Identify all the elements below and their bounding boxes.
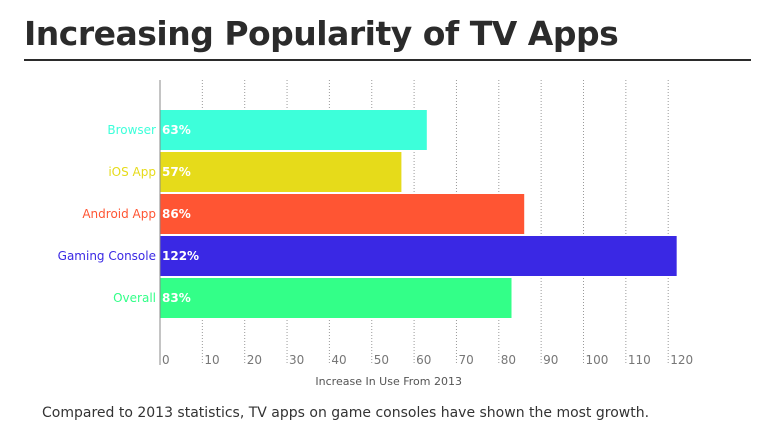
bar-android-app	[160, 194, 525, 234]
x-tick-label: 110	[628, 353, 651, 367]
x-tick-label: 40	[331, 353, 346, 367]
bar-browser	[160, 110, 427, 150]
value-label: 86%	[162, 207, 191, 221]
x-tick-label: 60	[416, 353, 431, 367]
x-tick-label: 70	[458, 353, 473, 367]
x-tick-label: 120	[670, 353, 693, 367]
bar-gaming-console	[160, 236, 677, 276]
x-tick-label: 90	[543, 353, 558, 367]
x-tick-label: 20	[247, 353, 262, 367]
page-title: Increasing Popularity of TV Apps	[24, 14, 619, 53]
value-label: 57%	[162, 165, 191, 179]
x-tick-label: 10	[204, 353, 219, 367]
value-label: 83%	[162, 291, 191, 305]
value-label: 63%	[162, 123, 191, 137]
category-label: Gaming Console	[58, 249, 156, 263]
x-tick-label: 30	[289, 353, 304, 367]
chart-caption: Compared to 2013 statistics, TV apps on …	[42, 405, 650, 421]
title-divider	[24, 59, 751, 61]
category-label: Overall	[113, 291, 156, 305]
value-label: 122%	[162, 249, 199, 263]
x-tick-label: 100	[586, 353, 609, 367]
x-tick-label: 80	[501, 353, 516, 367]
bar-overall	[160, 278, 512, 318]
category-label: iOS App	[108, 165, 156, 179]
bar-chart: Browser 63% iOS App 57% Android App 86% Gaming…	[58, 80, 693, 388]
bar-ios-app	[160, 152, 402, 192]
category-label: Android App	[82, 207, 156, 221]
x-axis-title: Increase In Use From 2013	[315, 375, 462, 388]
category-label: Browser	[107, 123, 156, 137]
x-tick-label: 0	[162, 353, 170, 367]
x-tick-label: 50	[374, 353, 389, 367]
